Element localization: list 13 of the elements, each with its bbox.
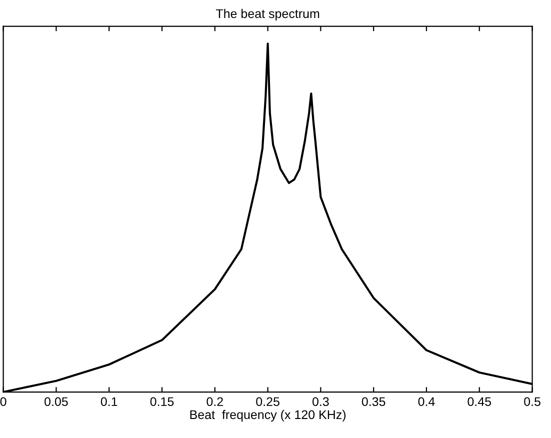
x-tick-label: 0.05 [44, 397, 68, 406]
x-tick-label: 0 [0, 397, 6, 406]
x-axis-title: Beat frequency (x 120 KHz) [190, 410, 346, 422]
x-tick-label: 0.35 [362, 397, 386, 406]
x-tick-label: 0.45 [468, 397, 492, 406]
chart-title: The beat spectrum [216, 8, 320, 21]
x-tick-label: 0.5 [524, 397, 540, 406]
x-tick-label: 0.2 [206, 397, 223, 406]
x-tick-label: 0.15 [150, 397, 174, 406]
x-tick-label: 0.1 [100, 397, 118, 406]
x-tick-label: 0.4 [418, 397, 435, 406]
x-tick-label: 0.25 [256, 397, 280, 406]
x-tick-label: 0.3 [312, 397, 329, 406]
